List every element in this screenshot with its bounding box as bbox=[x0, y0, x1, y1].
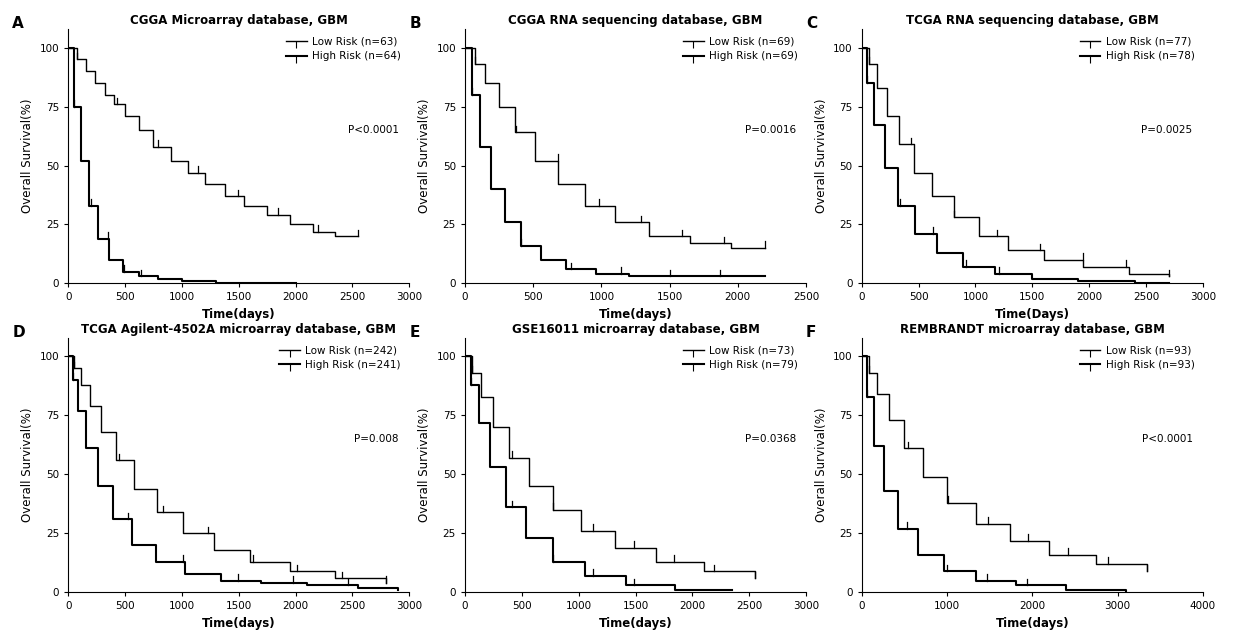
Y-axis label: Overall Survival(%): Overall Survival(%) bbox=[418, 99, 430, 213]
Y-axis label: Overall Survival(%): Overall Survival(%) bbox=[21, 99, 33, 213]
Text: P=0.0025: P=0.0025 bbox=[1142, 125, 1193, 136]
Title: TCGA RNA sequencing database, GBM: TCGA RNA sequencing database, GBM bbox=[906, 15, 1158, 27]
Title: GSE16011 microarray database, GBM: GSE16011 microarray database, GBM bbox=[512, 324, 759, 336]
Text: F: F bbox=[806, 325, 816, 340]
Legend: Low Risk (n=93), High Risk (n=93): Low Risk (n=93), High Risk (n=93) bbox=[1076, 343, 1198, 373]
X-axis label: Time(Days): Time(Days) bbox=[994, 308, 1070, 321]
Title: CGGA RNA sequencing database, GBM: CGGA RNA sequencing database, GBM bbox=[508, 15, 763, 27]
Legend: Low Risk (n=63), High Risk (n=64): Low Risk (n=63), High Risk (n=64) bbox=[283, 34, 404, 64]
Title: REMBRANDT microarray database, GBM: REMBRANDT microarray database, GBM bbox=[900, 324, 1164, 336]
Title: CGGA Microarray database, GBM: CGGA Microarray database, GBM bbox=[130, 15, 347, 27]
Y-axis label: Overall Survival(%): Overall Survival(%) bbox=[21, 408, 33, 522]
Text: D: D bbox=[12, 325, 25, 340]
X-axis label: Time(days): Time(days) bbox=[599, 308, 672, 321]
Text: B: B bbox=[409, 16, 420, 31]
Y-axis label: Overall Survival(%): Overall Survival(%) bbox=[418, 408, 430, 522]
X-axis label: Time(days): Time(days) bbox=[599, 617, 672, 630]
X-axis label: Time(days): Time(days) bbox=[202, 617, 275, 630]
Text: P<0.0001: P<0.0001 bbox=[1142, 434, 1193, 445]
Legend: Low Risk (n=77), High Risk (n=78): Low Risk (n=77), High Risk (n=78) bbox=[1076, 34, 1198, 64]
Legend: Low Risk (n=69), High Risk (n=69): Low Risk (n=69), High Risk (n=69) bbox=[680, 34, 801, 64]
X-axis label: Time(days): Time(days) bbox=[996, 617, 1069, 630]
Text: P=0.008: P=0.008 bbox=[355, 434, 399, 445]
Text: P<0.0001: P<0.0001 bbox=[348, 125, 399, 136]
Text: E: E bbox=[409, 325, 419, 340]
X-axis label: Time(days): Time(days) bbox=[202, 308, 275, 321]
Text: P=0.0368: P=0.0368 bbox=[744, 434, 796, 445]
Y-axis label: Overall Survival(%): Overall Survival(%) bbox=[815, 408, 827, 522]
Legend: Low Risk (n=73), High Risk (n=79): Low Risk (n=73), High Risk (n=79) bbox=[680, 343, 801, 373]
Y-axis label: Overall Survival(%): Overall Survival(%) bbox=[815, 99, 827, 213]
Text: C: C bbox=[806, 16, 817, 31]
Text: A: A bbox=[12, 16, 24, 31]
Text: P=0.0016: P=0.0016 bbox=[745, 125, 796, 136]
Title: TCGA Agilent-4502A microarray database, GBM: TCGA Agilent-4502A microarray database, … bbox=[81, 324, 397, 336]
Legend: Low Risk (n=242), High Risk (n=241): Low Risk (n=242), High Risk (n=241) bbox=[277, 343, 404, 373]
